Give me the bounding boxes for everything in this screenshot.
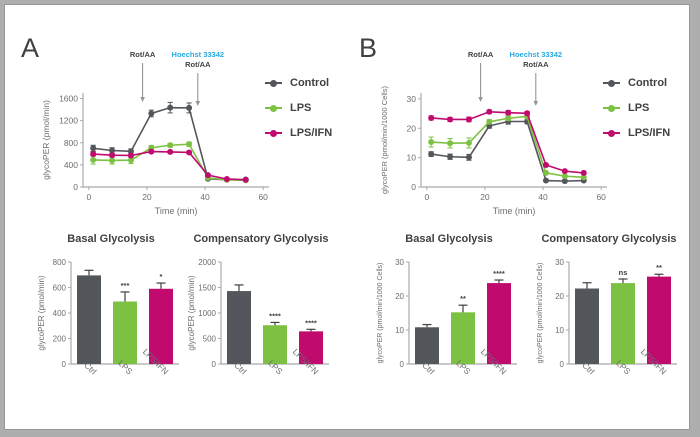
svg-text:*: * [160, 272, 163, 281]
svg-text:20: 20 [407, 123, 417, 133]
svg-text:0: 0 [212, 360, 217, 369]
svg-text:0: 0 [62, 360, 67, 369]
chart-title: Compensatory Glycolysis [193, 233, 329, 245]
legend-item-lps: LPS [603, 102, 670, 114]
svg-text:ns: ns [619, 268, 628, 277]
legend-label: LPS [628, 102, 650, 114]
svg-text:1500: 1500 [198, 284, 216, 293]
svg-text:600: 600 [53, 284, 67, 293]
svg-text:0: 0 [411, 182, 416, 192]
bar-chart-b-basal: Basal Glycolysis 0 10 20 30 glycoPER (pmol/m… [369, 233, 529, 418]
svg-text:30: 30 [407, 94, 417, 104]
legend-item-lps-ifn: LPS/IFN [603, 127, 670, 139]
svg-text:20: 20 [555, 292, 564, 301]
legend-item-lps-ifn: LPS/IFN [265, 127, 332, 139]
svg-text:Hoechst 33342: Hoechst 33342 [172, 50, 225, 59]
kinetic-chart-a: 0 400 800 1200 1600 0 20 40 60 glycoPER (pmol/min… [41, 50, 269, 216]
legend-a: Control LPS LPS/IFN [265, 77, 332, 139]
legend-item-lps: LPS [265, 102, 332, 114]
legend-item-control: Control [265, 77, 332, 89]
svg-text:30: 30 [395, 258, 404, 267]
lps-ifn-marker-icon [265, 129, 282, 137]
svg-text:****: **** [269, 311, 281, 320]
chart-title: Basal Glycolysis [67, 233, 155, 245]
legend-label: LPS/IFN [628, 127, 671, 139]
svg-text:0: 0 [73, 182, 78, 192]
chart-title: Basal Glycolysis [405, 233, 493, 245]
svg-text:800: 800 [53, 258, 67, 267]
svg-text:30: 30 [555, 258, 564, 267]
svg-text:**: ** [656, 263, 662, 272]
legend-label: LPS [290, 102, 312, 114]
bar-chart-b-compensatory: Compensatory Glycolysis 0 10 20 30 glycoPER … [527, 233, 691, 418]
svg-text:400: 400 [53, 309, 67, 318]
bar-chart-a-compensatory: Compensatory Glycolysis 0 500 1000 1500 2000… [181, 233, 341, 418]
svg-text:10: 10 [407, 153, 417, 163]
svg-text:1000: 1000 [198, 309, 216, 318]
control-marker-icon [265, 79, 282, 87]
svg-text:***: *** [121, 281, 130, 290]
svg-text:20: 20 [142, 192, 152, 202]
svg-text:20: 20 [395, 292, 404, 301]
svg-text:10: 10 [395, 326, 404, 335]
control-marker-icon [603, 79, 620, 87]
svg-text:Rot/AA: Rot/AA [130, 50, 156, 59]
svg-text:20: 20 [480, 192, 490, 202]
svg-text:****: **** [305, 318, 317, 327]
svg-text:glycoPER (pmol/min): glycoPER (pmol/min) [41, 100, 51, 180]
svg-text:200: 200 [53, 335, 67, 344]
svg-text:60: 60 [596, 192, 606, 202]
svg-text:Time (min): Time (min) [155, 206, 198, 216]
svg-text:40: 40 [200, 192, 210, 202]
legend-item-control: Control [603, 77, 670, 89]
svg-text:0: 0 [400, 360, 405, 369]
figure-card: A 0 400 800 1200 1600 0 20 40 60 glycoPER (pmol/m… [4, 4, 690, 430]
svg-text:500: 500 [203, 335, 217, 344]
svg-text:0: 0 [86, 192, 91, 202]
kinetic-chart-b: 0 10 20 30 0 20 40 60 glycoPER (pmol/min/1000 Ce… [380, 50, 607, 216]
svg-text:400: 400 [64, 160, 78, 170]
svg-text:Rot/AA: Rot/AA [523, 60, 549, 69]
svg-text:1600: 1600 [59, 94, 78, 104]
lps-ifn-marker-icon [603, 129, 620, 137]
legend-label: LPS/IFN [290, 127, 333, 139]
svg-text:0: 0 [424, 192, 429, 202]
panel-b: B 0 10 20 30 0 20 40 60 glycoPER (pmol/min/1000 … [351, 31, 687, 231]
svg-text:**: ** [460, 294, 466, 303]
svg-text:****: **** [493, 269, 505, 278]
svg-text:Rot/AA: Rot/AA [185, 60, 211, 69]
svg-text:10: 10 [555, 326, 564, 335]
svg-text:40: 40 [538, 192, 548, 202]
panel-a: A 0 400 800 1200 1600 0 20 40 60 glycoPER (pmol/m… [13, 31, 349, 231]
svg-text:glycoPER (pmol/min): glycoPER (pmol/min) [37, 275, 46, 350]
bar-chart-a-basal: Basal Glycolysis 0 200 400 600 800 glycoPER (… [31, 233, 191, 418]
legend-label: Control [290, 77, 330, 89]
svg-text:Hoechst 33342: Hoechst 33342 [510, 50, 563, 59]
svg-text:0: 0 [560, 360, 565, 369]
svg-text:glycoPER (pmol/min/1000 Cells): glycoPER (pmol/min/1000 Cells) [377, 263, 384, 364]
svg-text:60: 60 [258, 192, 268, 202]
legend-label: Control [628, 77, 668, 89]
svg-text:2000: 2000 [198, 258, 216, 267]
svg-text:glycoPER (pmol/min/1000 Cells): glycoPER (pmol/min/1000 Cells) [380, 86, 389, 194]
chart-title: Compensatory Glycolysis [541, 233, 677, 245]
svg-text:1200: 1200 [59, 116, 78, 126]
svg-text:Time (min): Time (min) [493, 206, 536, 216]
panel-b-label: B [359, 33, 378, 63]
panel-a-label: A [21, 33, 40, 63]
lps-marker-icon [603, 104, 620, 112]
svg-text:Rot/AA: Rot/AA [468, 50, 494, 59]
svg-text:800: 800 [64, 138, 78, 148]
lps-marker-icon [265, 104, 282, 112]
svg-text:glycoPER (pmol/min/1000 Cells): glycoPER (pmol/min/1000 Cells) [537, 263, 544, 364]
svg-text:glycoPER (pmol/min): glycoPER (pmol/min) [187, 275, 196, 350]
legend-b: Control LPS LPS/IFN [603, 77, 670, 139]
